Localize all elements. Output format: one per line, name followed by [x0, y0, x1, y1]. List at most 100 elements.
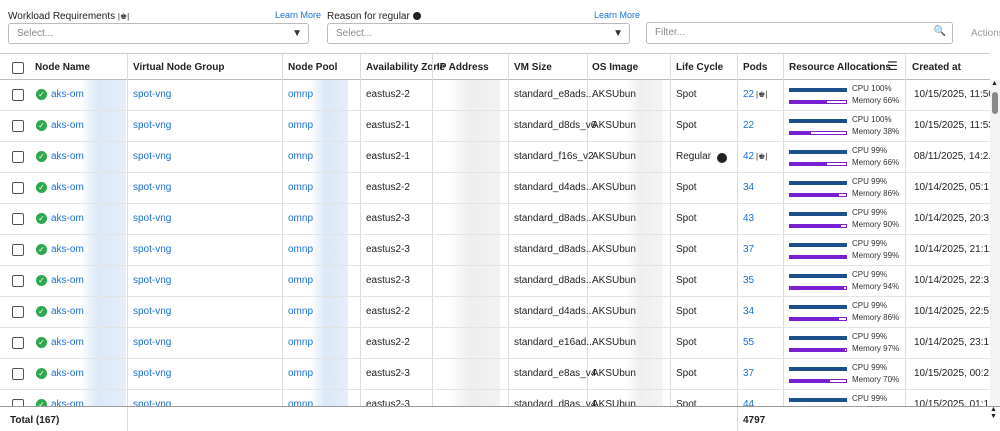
pods[interactable]: 44: [743, 399, 755, 406]
blur: [310, 80, 348, 406]
node-name[interactable]: aks-om: [51, 120, 84, 131]
node-pool[interactable]: omnp: [288, 89, 314, 100]
sort-icon[interactable]: ↓: [870, 61, 875, 72]
vng-link[interactable]: spot-vng: [133, 151, 172, 162]
pods[interactable]: 42: [743, 151, 755, 162]
created-at: 10/14/2025, 22:3...: [914, 275, 990, 286]
menu-icon[interactable]: ☰: [887, 59, 898, 73]
node-pool[interactable]: omnp: [288, 244, 314, 255]
checkbox[interactable]: [12, 275, 24, 287]
column-header[interactable]: OS Image: [592, 62, 639, 73]
pods[interactable]: 34: [743, 182, 755, 193]
checkbox[interactable]: [12, 244, 24, 256]
vng-link[interactable]: spot-vng: [133, 182, 172, 193]
column-header[interactable]: IP Address: [437, 62, 489, 73]
node-pool[interactable]: omnp: [288, 151, 314, 162]
checkbox[interactable]: [12, 89, 24, 101]
node-name[interactable]: aks-om: [51, 337, 84, 348]
pods[interactable]: 37: [743, 368, 755, 379]
learn-more[interactable]: Learn More: [594, 10, 641, 20]
life-cycle: Regular: [676, 151, 712, 162]
node-pool[interactable]: omnp: [288, 337, 314, 348]
checkbox[interactable]: [12, 120, 24, 132]
column-header[interactable]: Virtual Node Group: [133, 62, 225, 73]
created-at: 10/15/2025, 00:2...: [914, 368, 990, 379]
pods[interactable]: 22: [743, 89, 755, 100]
vng-link[interactable]: spot-vng: [133, 399, 172, 406]
reason-select[interactable]: Select... ▼: [327, 23, 630, 44]
separator: [127, 54, 128, 406]
node-pool[interactable]: omnp: [288, 399, 314, 406]
checkbox[interactable]: [12, 368, 24, 380]
pods[interactable]: 37: [743, 244, 755, 255]
node-name[interactable]: aks-om: [51, 399, 84, 406]
vng-link[interactable]: spot-vng: [133, 368, 172, 379]
node-name[interactable]: aks-om: [51, 306, 84, 317]
memory-label: Memory 94%: [852, 282, 900, 291]
column-header[interactable]: Availability Zone: [366, 62, 446, 73]
row-divider: [0, 296, 990, 297]
node-name[interactable]: aks-om: [51, 213, 84, 224]
column-header[interactable]: Created at: [912, 62, 961, 73]
checkbox[interactable]: [12, 337, 24, 349]
os-image: AKSUbun: [592, 213, 636, 224]
life-cycle: Spot: [676, 120, 697, 131]
separator: [587, 54, 588, 406]
checkbox[interactable]: [12, 213, 24, 225]
checkbox[interactable]: [12, 306, 24, 318]
created-at: 10/15/2025, 11:50...: [914, 89, 990, 100]
blur: [80, 80, 126, 406]
zone: eastus2-1: [366, 120, 410, 131]
scrollbar[interactable]: ▲: [990, 80, 1000, 406]
node-pool[interactable]: omnp: [288, 368, 314, 379]
memory-bar: [789, 348, 846, 352]
node-name[interactable]: aks-om: [51, 151, 84, 162]
pods[interactable]: 35: [743, 275, 755, 286]
column-header[interactable]: Life Cycle: [676, 62, 724, 73]
workload-select[interactable]: Select... ▼: [8, 23, 309, 44]
pods[interactable]: 43: [743, 213, 755, 224]
column-header[interactable]: VM Size: [514, 62, 552, 73]
os-image: AKSUbun: [592, 89, 636, 100]
pods[interactable]: 22: [743, 120, 755, 131]
separator: [783, 54, 784, 406]
zone: eastus2-2: [366, 306, 410, 317]
node-name[interactable]: aks-om: [51, 275, 84, 286]
column-header[interactable]: Node Name: [35, 62, 91, 73]
header-top: [0, 53, 990, 54]
created-at: 10/14/2025, 23:1...: [914, 337, 990, 348]
node-pool[interactable]: omnp: [288, 306, 314, 317]
column-header[interactable]: Pods: [743, 62, 768, 73]
vng-link[interactable]: spot-vng: [133, 306, 172, 317]
node-name[interactable]: aks-om: [51, 368, 84, 379]
vng-link[interactable]: spot-vng: [133, 89, 172, 100]
filter-input[interactable]: Filter... 🔍: [646, 22, 953, 44]
zone: eastus2-3: [366, 399, 410, 406]
vng-link[interactable]: spot-vng: [133, 213, 172, 224]
node-name[interactable]: aks-om: [51, 89, 84, 100]
checkbox[interactable]: [12, 182, 24, 194]
checkbox[interactable]: [12, 62, 24, 74]
node-pool[interactable]: omnp: [288, 182, 314, 193]
vng-link[interactable]: spot-vng: [133, 244, 172, 255]
node-pool[interactable]: omnp: [288, 275, 314, 286]
separator: [737, 407, 738, 431]
node-pool[interactable]: omnp: [288, 120, 314, 131]
actions[interactable]: Actions: [971, 28, 1000, 39]
vm-size: standard_d8as_v4: [514, 399, 597, 406]
node-pool[interactable]: omnp: [288, 213, 314, 224]
checkbox[interactable]: [12, 151, 24, 163]
checkbox[interactable]: [12, 399, 24, 406]
learn-more[interactable]: Learn More: [275, 10, 322, 20]
column-header[interactable]: Node Pool: [288, 62, 338, 73]
vng-link[interactable]: spot-vng: [133, 120, 172, 131]
vng-link[interactable]: spot-vng: [133, 275, 172, 286]
scroll-arrows[interactable]: ▲ ▼: [990, 406, 997, 420]
pods[interactable]: 55: [743, 337, 755, 348]
vng-link[interactable]: spot-vng: [133, 337, 172, 348]
column-header[interactable]: Resource Allocations: [789, 62, 891, 73]
pods[interactable]: 34: [743, 306, 755, 317]
regular-icon: [717, 153, 727, 163]
node-name[interactable]: aks-om: [51, 244, 84, 255]
node-name[interactable]: aks-om: [51, 182, 84, 193]
